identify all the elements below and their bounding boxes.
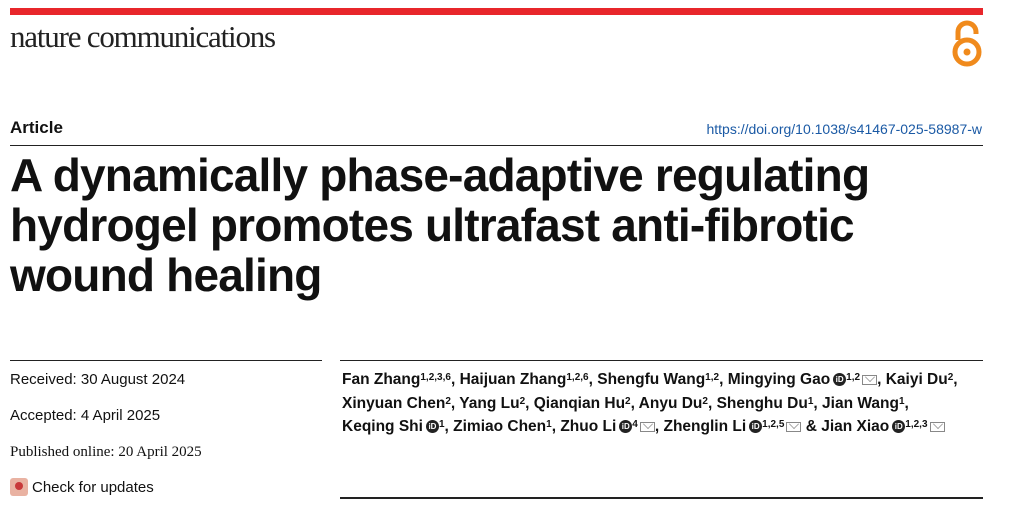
author-affiliation: 1 xyxy=(807,395,814,407)
author-separator: , xyxy=(707,394,717,412)
author-affiliation: 1,2,5 xyxy=(762,419,785,430)
orcid-icon[interactable]: iD xyxy=(619,420,633,434)
author-entry[interactable]: Shengfu Wang1,2 xyxy=(597,371,719,388)
author-separator: , xyxy=(551,418,561,435)
author-name[interactable]: Xinyuan Chen xyxy=(342,394,446,412)
check-for-updates-icon xyxy=(10,478,28,496)
author-name[interactable]: Jian Xiao xyxy=(821,418,890,435)
author-entry[interactable]: Xinyuan Chen2 xyxy=(342,395,451,412)
author-name[interactable]: Kaiyi Du xyxy=(885,371,948,388)
author-name[interactable]: Keqing Shi xyxy=(342,418,423,435)
author-separator: & xyxy=(801,418,822,435)
author-affiliation: 2 xyxy=(702,395,708,407)
author-entry[interactable]: Qianqian Hu2 xyxy=(534,395,631,412)
author-separator: , xyxy=(904,394,909,412)
author-name[interactable]: Zhuo Li xyxy=(560,418,617,435)
author-entry[interactable]: Kaiyi Du2 xyxy=(886,371,954,388)
dates-divider xyxy=(10,360,322,361)
author-affiliation: 2 xyxy=(947,372,954,383)
check-for-updates-label: Check for updates xyxy=(32,478,154,496)
orcid-icon[interactable]: iD xyxy=(833,373,847,387)
title-line: hydrogel promotes ultrafast anti-fibroti… xyxy=(10,199,855,251)
email-icon[interactable] xyxy=(639,421,655,432)
orcid-icon[interactable]: iD xyxy=(892,420,906,434)
author-entry[interactable]: Zimiao Chen1 xyxy=(453,418,552,435)
author-name[interactable]: Zhenglin Li xyxy=(663,418,747,435)
author-affiliation: 2 xyxy=(519,395,526,407)
article-title: A dynamically phase-adaptive regulating … xyxy=(10,150,970,300)
publication-dates: Received: 30 August 2024 Accepted: 4 Apr… xyxy=(10,370,322,478)
journal-name[interactable]: nature communications xyxy=(10,19,276,54)
author-entry[interactable]: Shenghu Du1 xyxy=(717,395,814,412)
author-affiliation: 1 xyxy=(546,419,552,430)
author-entry[interactable]: Yang Lu2 xyxy=(459,395,525,412)
author-affiliation: 1,2,3 xyxy=(905,419,928,430)
author-affiliation: 1,2 xyxy=(846,372,861,383)
author-separator: , xyxy=(588,371,598,388)
title-line: A dynamically phase-adaptive regulating xyxy=(10,149,870,201)
author-name[interactable]: Anyu Du xyxy=(638,394,703,412)
author-affiliation: 1 xyxy=(438,419,445,430)
doi-link[interactable]: https://doi.org/10.1038/s41467-025-58987… xyxy=(706,121,982,137)
author-entry[interactable]: Keqing Shi iD 1 xyxy=(342,418,445,435)
email-icon[interactable] xyxy=(786,421,802,432)
check-for-updates-button[interactable]: Check for updates xyxy=(10,478,154,496)
author-entry[interactable]: Anyu Du2 xyxy=(639,395,708,412)
author-name[interactable]: Shengfu Wang xyxy=(597,371,706,388)
author-separator: , xyxy=(630,394,639,412)
authors-bottom-divider xyxy=(340,497,983,499)
author-entry[interactable]: Zhenglin Li iD 1,2,5 xyxy=(663,418,802,435)
author-name[interactable]: Mingying Gao xyxy=(727,371,831,388)
author-affiliation: 1 xyxy=(898,395,905,407)
author-entry[interactable]: Jian Wang1 xyxy=(822,395,905,412)
author-separator: , xyxy=(877,371,886,388)
author-entry[interactable]: Mingying Gao iD 1,2 xyxy=(727,371,878,388)
author-separator: , xyxy=(953,371,958,388)
author-entry[interactable]: Jian Xiao iD 1,2,3 xyxy=(821,418,945,435)
received-date: Received: 30 August 2024 xyxy=(10,371,186,388)
author-separator: , xyxy=(450,394,460,412)
journal-accent-bar xyxy=(10,8,983,15)
author-affiliation: 2 xyxy=(625,395,631,407)
article-type-label: Article xyxy=(10,118,63,137)
author-affiliation: 1,2,3,6 xyxy=(420,372,451,383)
author-entry[interactable]: Haijuan Zhang1,2,6 xyxy=(460,371,589,388)
published-date: Published online: 20 April 2025 xyxy=(10,444,202,460)
author-affiliation: 4 xyxy=(632,419,638,430)
email-icon[interactable] xyxy=(862,374,878,385)
author-name[interactable]: Fan Zhang xyxy=(342,371,421,388)
title-line: wound healing xyxy=(10,249,322,301)
author-name[interactable]: Shenghu Du xyxy=(716,394,808,412)
author-separator: , xyxy=(654,418,664,435)
author-affiliation: 1,2 xyxy=(705,372,720,383)
author-separator: , xyxy=(719,371,728,388)
author-name[interactable]: Qianqian Hu xyxy=(533,394,626,412)
authors-divider xyxy=(340,360,983,361)
author-name[interactable]: Haijuan Zhang xyxy=(459,371,567,388)
author-affiliation: 1,2,6 xyxy=(566,372,589,383)
author-separator: , xyxy=(450,371,460,388)
author-list: Fan Zhang1,2,3,6, Haijuan Zhang1,2,6, Sh… xyxy=(342,368,982,439)
author-separator: , xyxy=(444,418,454,435)
open-access-lock-icon[interactable] xyxy=(949,20,985,68)
author-entry[interactable]: Fan Zhang1,2,3,6 xyxy=(342,371,451,388)
author-affiliation: 2 xyxy=(445,395,451,407)
email-icon[interactable] xyxy=(929,421,945,432)
author-separator: , xyxy=(525,394,534,412)
author-name[interactable]: Yang Lu xyxy=(459,394,520,412)
author-entry[interactable]: Zhuo Li iD 4 xyxy=(560,418,655,435)
author-name[interactable]: Zimiao Chen xyxy=(453,418,547,435)
accepted-date: Accepted: 4 April 2025 xyxy=(10,407,161,424)
orcid-icon[interactable]: iD xyxy=(749,420,763,434)
orcid-icon[interactable]: iD xyxy=(425,420,439,434)
header-divider xyxy=(10,145,983,146)
author-separator: , xyxy=(813,394,823,412)
author-name[interactable]: Jian Wang xyxy=(822,394,899,412)
